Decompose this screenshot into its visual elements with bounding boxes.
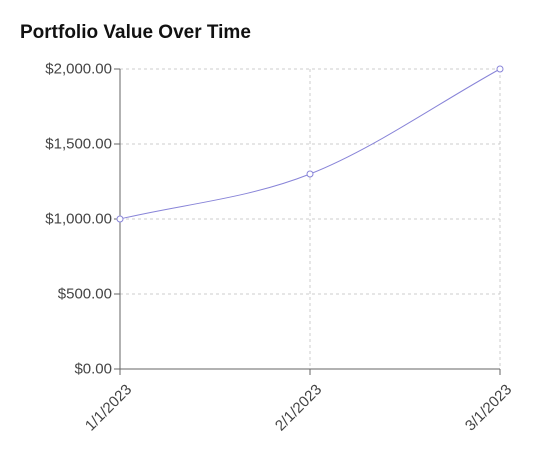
series-layer <box>116 65 504 223</box>
y-tick-label: $0.00 <box>74 361 112 378</box>
data-point <box>116 215 124 223</box>
grid-layer <box>119 68 501 370</box>
y-tick-label: $1,000.00 <box>45 211 112 228</box>
y-tick-label: $2,000.00 <box>45 61 112 78</box>
data-point <box>306 170 314 178</box>
axis-layer <box>114 68 501 375</box>
x-tick-label: 3/1/2023 <box>462 381 515 434</box>
x-tick-label: 2/1/2023 <box>272 381 325 434</box>
label-layer: $0.00 $500.00 $1,000.00 $1,500.00 $2,000.00 1… <box>45 61 515 435</box>
y-tick-label: $1,500.00 <box>45 136 112 153</box>
x-tick-label: 1/1/2023 <box>82 381 135 434</box>
chart-title: Portfolio Value Over Time <box>20 22 251 43</box>
y-tick-label: $500.00 <box>58 286 112 303</box>
data-point <box>496 65 504 73</box>
